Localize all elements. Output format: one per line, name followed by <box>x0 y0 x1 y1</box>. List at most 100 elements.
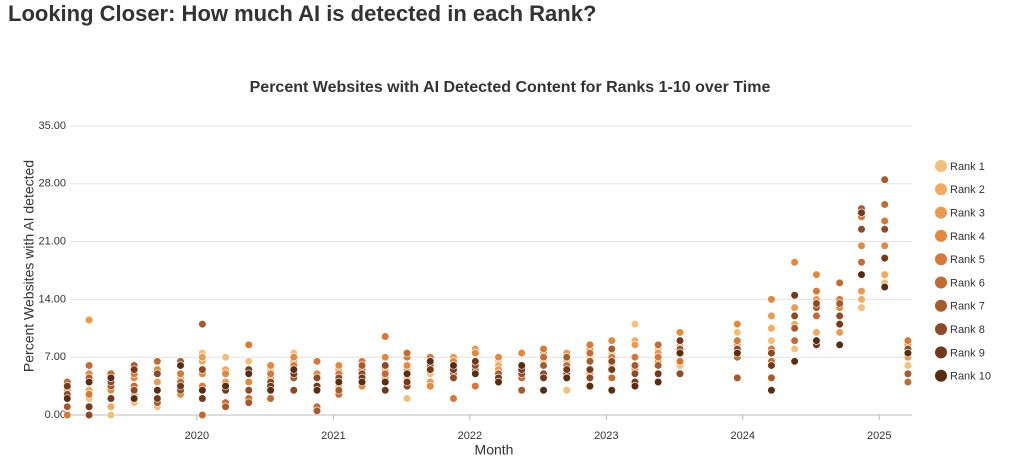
data-point <box>153 357 162 366</box>
data-point <box>85 390 94 399</box>
data-point <box>153 369 162 378</box>
data-point <box>334 377 343 387</box>
data-point <box>585 357 595 366</box>
data-point <box>402 348 412 358</box>
data-point <box>767 295 776 304</box>
data-point <box>63 394 72 403</box>
data-point <box>835 328 844 337</box>
data-point <box>733 328 742 337</box>
data-point <box>449 394 458 403</box>
data-point <box>903 377 913 387</box>
x-tick-label: 2023 <box>594 430 618 442</box>
legend-label: Rank 2 <box>950 184 985 196</box>
data-point <box>426 382 435 391</box>
data-point <box>244 377 253 387</box>
data-point <box>471 357 480 366</box>
data-point <box>539 353 548 362</box>
data-point <box>106 394 116 403</box>
data-point <box>812 336 821 345</box>
data-point <box>835 299 844 308</box>
data-point <box>539 344 548 354</box>
data-point <box>767 361 776 370</box>
data-point <box>857 225 866 234</box>
data-point <box>607 357 616 366</box>
data-point <box>539 373 548 382</box>
y-axis-label: Percent Websites with AI detected <box>21 160 37 372</box>
legend-marker <box>935 229 947 242</box>
data-point <box>767 336 776 345</box>
data-point <box>130 394 139 403</box>
legend-marker <box>935 206 947 219</box>
data-point <box>402 377 412 387</box>
data-point <box>630 361 640 370</box>
legend-label: Rank 7 <box>950 301 985 313</box>
data-point <box>402 369 412 378</box>
data-point <box>767 348 776 358</box>
data-point <box>903 369 913 378</box>
data-point <box>835 311 844 321</box>
data-point <box>381 369 390 378</box>
data-point <box>198 386 207 395</box>
data-point <box>790 336 799 345</box>
data-point <box>517 348 526 358</box>
data-point <box>221 382 230 391</box>
y-tick-label: 35.00 <box>38 120 66 132</box>
data-point <box>630 320 640 329</box>
data-point <box>312 373 322 382</box>
y-tick-label: 7.00 <box>45 351 66 363</box>
legend-marker <box>935 299 947 312</box>
data-point <box>176 369 185 378</box>
data-point <box>402 394 412 403</box>
data-point <box>790 344 799 354</box>
y-tick-label: 28.00 <box>38 178 66 190</box>
data-point <box>585 348 595 358</box>
data-point <box>153 394 162 403</box>
data-point <box>562 365 571 374</box>
legend-label: Rank 3 <box>950 208 985 220</box>
data-point <box>244 386 253 395</box>
data-point <box>471 382 480 391</box>
data-point <box>357 377 367 387</box>
data-point <box>857 287 866 296</box>
data-point <box>471 369 480 378</box>
data-point <box>63 402 72 411</box>
data-point <box>630 353 640 362</box>
data-point <box>85 402 94 411</box>
data-point <box>63 410 72 420</box>
data-point <box>153 377 162 387</box>
legend-marker <box>935 276 947 289</box>
data-point <box>585 340 595 349</box>
data-point <box>85 410 94 420</box>
data-point <box>312 386 322 395</box>
data-point <box>767 386 776 395</box>
legend-label: Rank 9 <box>950 347 985 359</box>
data-point <box>426 365 435 374</box>
data-point <box>562 373 571 382</box>
data-point <box>312 406 322 415</box>
data-point <box>585 382 595 391</box>
data-point <box>607 344 616 354</box>
data-point <box>562 386 571 395</box>
data-point <box>812 328 821 337</box>
data-point <box>517 386 526 395</box>
data-point <box>130 386 139 395</box>
data-point <box>654 353 663 362</box>
data-point <box>381 353 390 362</box>
data-point <box>880 175 889 184</box>
data-point <box>630 382 640 391</box>
data-point <box>85 315 94 325</box>
legend-label: Rank 6 <box>950 277 985 289</box>
data-point <box>334 386 343 395</box>
data-point <box>812 270 821 279</box>
data-point <box>654 361 663 370</box>
data-point <box>733 373 742 382</box>
data-point <box>790 324 799 333</box>
data-point <box>266 394 275 403</box>
data-point <box>471 348 480 358</box>
data-point <box>880 270 889 279</box>
data-point <box>880 216 889 226</box>
data-point <box>402 361 412 370</box>
legend-marker <box>935 346 947 359</box>
data-point <box>812 299 821 308</box>
